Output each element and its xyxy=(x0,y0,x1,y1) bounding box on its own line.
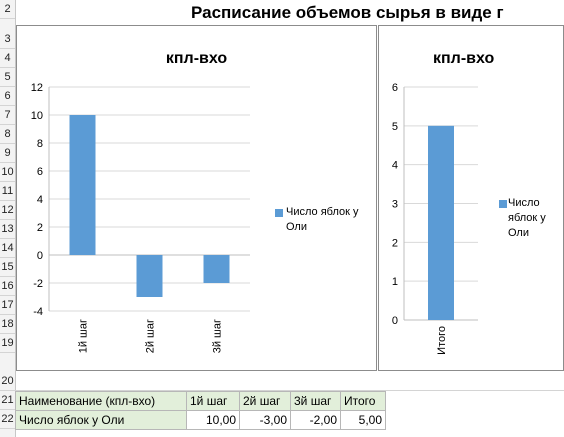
table-header-cell[interactable]: Итого xyxy=(340,391,386,411)
bar xyxy=(69,115,96,255)
chart-title: кпл-вхо xyxy=(165,50,228,67)
data-table: Наименование (кпл-вхо) 1й шаг 2й шаг 3й … xyxy=(15,391,386,430)
table-header-cell[interactable]: 3й шаг xyxy=(290,391,341,411)
table-cell[interactable]: -2,00 xyxy=(290,410,341,430)
x-tick-label: Итого xyxy=(436,326,448,355)
row-header[interactable]: 3 xyxy=(0,30,15,49)
y-tick-label: -4 xyxy=(33,306,43,318)
table-row: Число яблок у Оли 10,00 -3,00 -2,00 5,00 xyxy=(15,410,386,430)
legend-swatch xyxy=(275,209,283,217)
y-tick-label: 8 xyxy=(37,138,43,150)
y-tick-label: 5 xyxy=(392,121,398,133)
sheet-title: Расписание объемов сырья в виде г xyxy=(191,3,504,22)
legend-line: Оли xyxy=(286,221,307,233)
legend-line: Число xyxy=(508,197,540,209)
chart-total[interactable]: кпл-вхо 6 5 4 3 2 1 0 Итого Число яблок у Оли xyxy=(378,25,564,371)
y-tick-label: 3 xyxy=(392,199,398,211)
row-header[interactable]: 16 xyxy=(0,277,15,296)
row-header[interactable]: 18 xyxy=(0,315,15,334)
x-tick-label: 3й шаг xyxy=(212,319,224,353)
legend-line: яблок у xyxy=(508,212,546,224)
legend-entry: Число яблок у Оли xyxy=(286,205,358,235)
bar xyxy=(203,255,230,283)
chart-steps[interactable]: кпл-вхо 12 10 8 6 4 2 0 -2 -4 1й шаг 2й шаг 3й шаг … xyxy=(16,25,377,371)
bar xyxy=(136,255,163,297)
row-header[interactable]: 13 xyxy=(0,220,15,239)
row-header[interactable]: 11 xyxy=(0,182,15,201)
row-headers: 2 3 4 5 6 7 8 9 10 11 12 13 14 15 16 17 18 19 20 21 22 xyxy=(0,0,16,437)
legend-line: Число яблок у xyxy=(286,206,359,218)
chart-title: кпл-вхо xyxy=(433,50,495,67)
legend-entry: Число яблок у Оли xyxy=(508,196,546,241)
chart-plot-area: 6 5 4 3 2 1 0 Итого xyxy=(392,82,478,355)
chart-plot-area: 12 10 8 6 4 2 0 -2 -4 1й шаг 2й шаг 3й шаг xyxy=(31,82,250,353)
row-header[interactable]: 14 xyxy=(0,239,15,258)
y-tick-label: 10 xyxy=(31,110,43,122)
empty-row-20 xyxy=(15,372,564,391)
row-header[interactable]: 10 xyxy=(0,163,15,182)
row-header[interactable]: 7 xyxy=(0,106,15,125)
row-header[interactable]: 22 xyxy=(0,410,15,429)
row-header[interactable]: 20 xyxy=(0,372,15,391)
y-tick-label: 6 xyxy=(37,166,43,178)
row-header[interactable]: 5 xyxy=(0,68,15,87)
row-header[interactable]: 12 xyxy=(0,201,15,220)
table-header-cell[interactable]: Наименование (кпл-вхо) xyxy=(15,391,187,411)
table-cell[interactable]: -3,00 xyxy=(239,410,291,430)
y-tick-label: 12 xyxy=(31,82,43,94)
row-header[interactable]: 19 xyxy=(0,334,15,353)
y-tick-label: 0 xyxy=(37,250,43,262)
y-tick-label: 0 xyxy=(392,315,398,327)
y-tick-label: 2 xyxy=(37,222,43,234)
row-header[interactable]: 17 xyxy=(0,296,15,315)
row-header[interactable]: 8 xyxy=(0,125,15,144)
table-header-row: Наименование (кпл-вхо) 1й шаг 2й шаг 3й … xyxy=(15,391,386,411)
y-tick-label: 4 xyxy=(392,160,398,172)
y-tick-label: 6 xyxy=(392,82,398,94)
row-header[interactable]: 15 xyxy=(0,258,15,277)
legend-swatch xyxy=(499,200,507,208)
y-tick-label: 2 xyxy=(392,237,398,249)
row-header[interactable]: 2 xyxy=(0,0,15,19)
bar xyxy=(428,125,454,320)
table-cell[interactable]: Число яблок у Оли xyxy=(15,410,187,430)
y-tick-label: 4 xyxy=(37,194,43,206)
row-header[interactable]: 6 xyxy=(0,87,15,106)
x-tick-label: 2й шаг xyxy=(145,319,157,353)
legend-line: Оли xyxy=(508,227,529,239)
y-tick-label: 1 xyxy=(392,276,398,288)
table-header-cell[interactable]: 1й шаг xyxy=(186,391,240,411)
table-cell[interactable]: 10,00 xyxy=(186,410,240,430)
table-header-cell[interactable]: 2й шаг xyxy=(239,391,291,411)
x-tick-label: 1й шаг xyxy=(78,319,90,353)
row-header[interactable]: 21 xyxy=(0,391,15,410)
row-header[interactable]: 4 xyxy=(0,49,15,68)
row-header[interactable]: 9 xyxy=(0,144,15,163)
table-cell[interactable]: 5,00 xyxy=(340,410,386,430)
y-tick-label: -2 xyxy=(33,278,43,290)
